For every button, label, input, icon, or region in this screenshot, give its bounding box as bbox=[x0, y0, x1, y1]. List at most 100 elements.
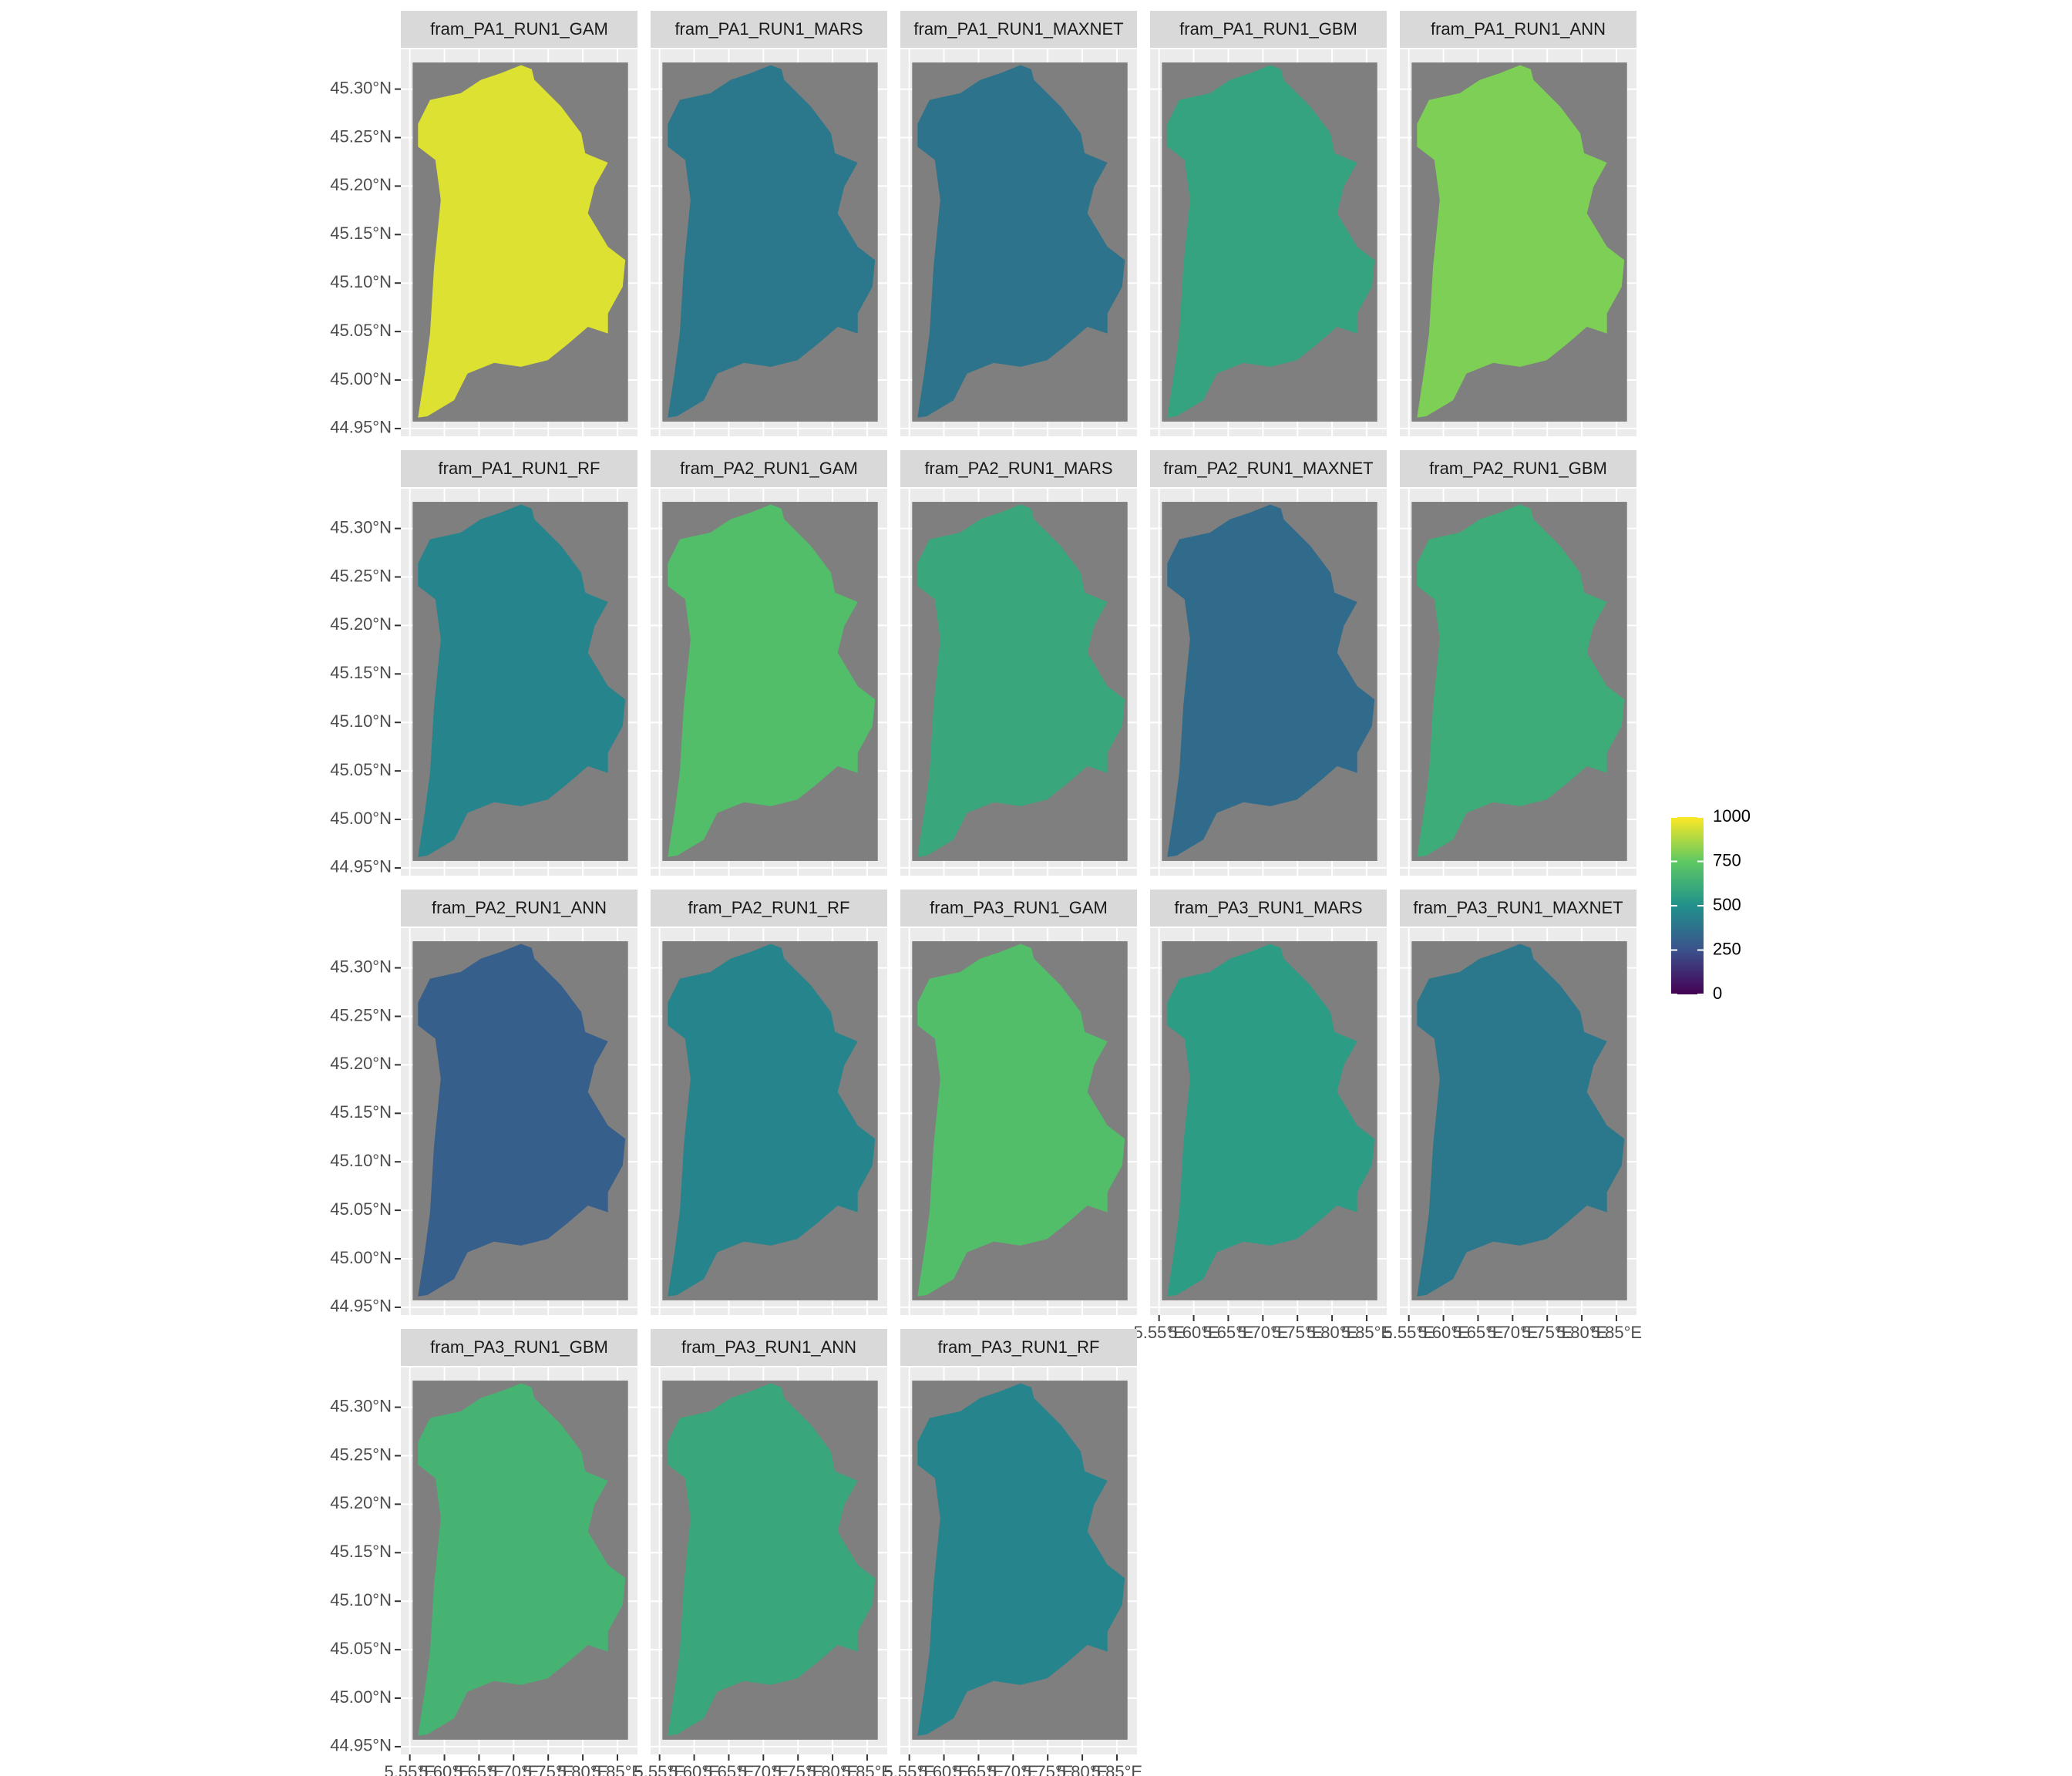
colorbar-label: 250 bbox=[1713, 939, 1741, 958]
raster-area bbox=[1417, 65, 1625, 418]
strip bbox=[1150, 450, 1387, 487]
y-tick-label: 45.25°N bbox=[330, 1445, 392, 1464]
x-tick-label: 5.75°E bbox=[1272, 1323, 1323, 1342]
panel-title: fram_PA3_RUN1_MAXNET bbox=[1413, 898, 1623, 917]
strip bbox=[651, 11, 887, 48]
y-tick-label: 45.15°N bbox=[330, 1102, 392, 1122]
x-tick-label: 5.55°E bbox=[884, 1762, 935, 1776]
panel-title: fram_PA1_RUN1_MAXNET bbox=[913, 19, 1123, 39]
y-tick-label: 45.00°N bbox=[330, 809, 392, 828]
x-tick-label: 5.55°E bbox=[1384, 1323, 1435, 1342]
raster-area bbox=[1167, 944, 1375, 1297]
y-tick-label: 45.25°N bbox=[330, 126, 392, 146]
strip bbox=[651, 1329, 887, 1366]
panel-title: fram_PA3_RUN1_MARS bbox=[1174, 898, 1362, 917]
y-tick-label: 45.05°N bbox=[330, 321, 392, 340]
y-tick-label: 45.20°N bbox=[330, 1054, 392, 1073]
raster-area bbox=[1417, 504, 1625, 857]
y-tick-label: 45.00°N bbox=[330, 369, 392, 388]
colorbar-label: 1000 bbox=[1713, 806, 1751, 826]
raster-area bbox=[917, 504, 1125, 857]
y-tick-label: 45.30°N bbox=[330, 517, 392, 536]
x-tick-label: 5.75°E bbox=[523, 1762, 574, 1776]
strip bbox=[651, 450, 887, 487]
x-tick-label: 5.60°E bbox=[918, 1762, 969, 1776]
raster-area bbox=[418, 1383, 626, 1736]
y-tick-label: 45.05°N bbox=[330, 1199, 392, 1219]
raster-area bbox=[1167, 65, 1375, 418]
x-tick-label: 5.55°E bbox=[634, 1762, 685, 1776]
strip bbox=[651, 890, 887, 927]
y-tick-label: 44.95°N bbox=[330, 1736, 392, 1755]
x-tick-label: 5.70°E bbox=[738, 1762, 789, 1776]
strip bbox=[401, 890, 637, 927]
x-tick-label: 5.80°E bbox=[557, 1762, 608, 1776]
raster-area bbox=[917, 1383, 1125, 1736]
panel-title: fram_PA3_RUN1_GBM bbox=[430, 1337, 608, 1357]
x-tick-label: 5.85°E bbox=[592, 1762, 643, 1776]
y-tick-label: 44.95°N bbox=[330, 418, 392, 437]
y-tick-label: 45.05°N bbox=[330, 1639, 392, 1658]
x-tick-label: 5.60°E bbox=[1418, 1323, 1468, 1342]
strip bbox=[1150, 890, 1387, 927]
x-tick-label: 5.75°E bbox=[1522, 1323, 1572, 1342]
y-tick-label: 45.20°N bbox=[330, 1493, 392, 1512]
panel-title: fram_PA2_RUN1_RF bbox=[688, 898, 850, 917]
strip bbox=[1150, 11, 1387, 48]
y-tick-label: 45.30°N bbox=[330, 957, 392, 976]
y-tick-label: 45.10°N bbox=[330, 1151, 392, 1170]
y-tick-label: 45.10°N bbox=[330, 1590, 392, 1610]
raster-area bbox=[917, 944, 1125, 1297]
x-tick-label: 5.65°E bbox=[703, 1762, 754, 1776]
panel-title: fram_PA1_RUN1_ANN bbox=[1431, 19, 1606, 39]
y-tick-label: 45.25°N bbox=[330, 566, 392, 585]
raster-area bbox=[668, 1383, 876, 1736]
x-tick-label: 5.65°E bbox=[453, 1762, 504, 1776]
strip bbox=[900, 450, 1137, 487]
x-tick-label: 5.55°E bbox=[1134, 1323, 1185, 1342]
strip bbox=[900, 11, 1137, 48]
strip bbox=[1400, 450, 1636, 487]
x-tick-label: 5.75°E bbox=[1022, 1762, 1073, 1776]
colorbar-label: 750 bbox=[1713, 850, 1741, 870]
x-tick-label: 5.65°E bbox=[1452, 1323, 1503, 1342]
panel-title: fram_PA2_RUN1_ANN bbox=[432, 898, 607, 917]
raster-area bbox=[418, 65, 626, 418]
panel-title: fram_PA1_RUN1_RF bbox=[439, 459, 600, 478]
raster-area bbox=[418, 944, 626, 1297]
y-tick-label: 45.00°N bbox=[330, 1248, 392, 1267]
x-tick-label: 5.70°E bbox=[987, 1762, 1038, 1776]
strip bbox=[1400, 890, 1636, 927]
panel-title: fram_PA2_RUN1_GAM bbox=[680, 459, 858, 478]
x-tick-label: 5.70°E bbox=[1237, 1323, 1288, 1342]
x-tick-label: 5.70°E bbox=[488, 1762, 539, 1776]
x-tick-label: 5.85°E bbox=[1092, 1762, 1142, 1776]
strip bbox=[401, 450, 637, 487]
x-tick-label: 5.65°E bbox=[1202, 1323, 1253, 1342]
x-tick-label: 5.75°E bbox=[772, 1762, 823, 1776]
raster-area bbox=[668, 504, 876, 857]
strip bbox=[900, 890, 1137, 927]
y-tick-label: 45.10°N bbox=[330, 711, 392, 731]
y-tick-label: 45.20°N bbox=[330, 614, 392, 634]
x-tick-label: 5.80°E bbox=[1556, 1323, 1607, 1342]
panel-title: fram_PA2_RUN1_MAXNET bbox=[1163, 459, 1373, 478]
y-tick-label: 45.00°N bbox=[330, 1687, 392, 1707]
colorbar-label: 0 bbox=[1713, 984, 1722, 1003]
y-tick-label: 45.10°N bbox=[330, 272, 392, 291]
x-tick-label: 5.60°E bbox=[419, 1762, 469, 1776]
panel-title: fram_PA2_RUN1_GBM bbox=[1429, 459, 1607, 478]
y-tick-label: 44.95°N bbox=[330, 1297, 392, 1316]
y-tick-label: 45.15°N bbox=[330, 224, 392, 243]
x-tick-label: 5.80°E bbox=[1057, 1762, 1108, 1776]
x-tick-label: 5.80°E bbox=[1307, 1323, 1357, 1342]
panel-title: fram_PA3_RUN1_ANN bbox=[681, 1337, 856, 1357]
raster-area bbox=[668, 65, 876, 418]
panel-title: fram_PA1_RUN1_GBM bbox=[1179, 19, 1357, 39]
x-tick-label: 5.80°E bbox=[807, 1762, 858, 1776]
raster-area bbox=[1167, 504, 1375, 857]
x-tick-label: 5.65°E bbox=[953, 1762, 1004, 1776]
panel-title: fram_PA1_RUN1_MARS bbox=[674, 19, 863, 39]
x-tick-label: 5.70°E bbox=[1487, 1323, 1538, 1342]
